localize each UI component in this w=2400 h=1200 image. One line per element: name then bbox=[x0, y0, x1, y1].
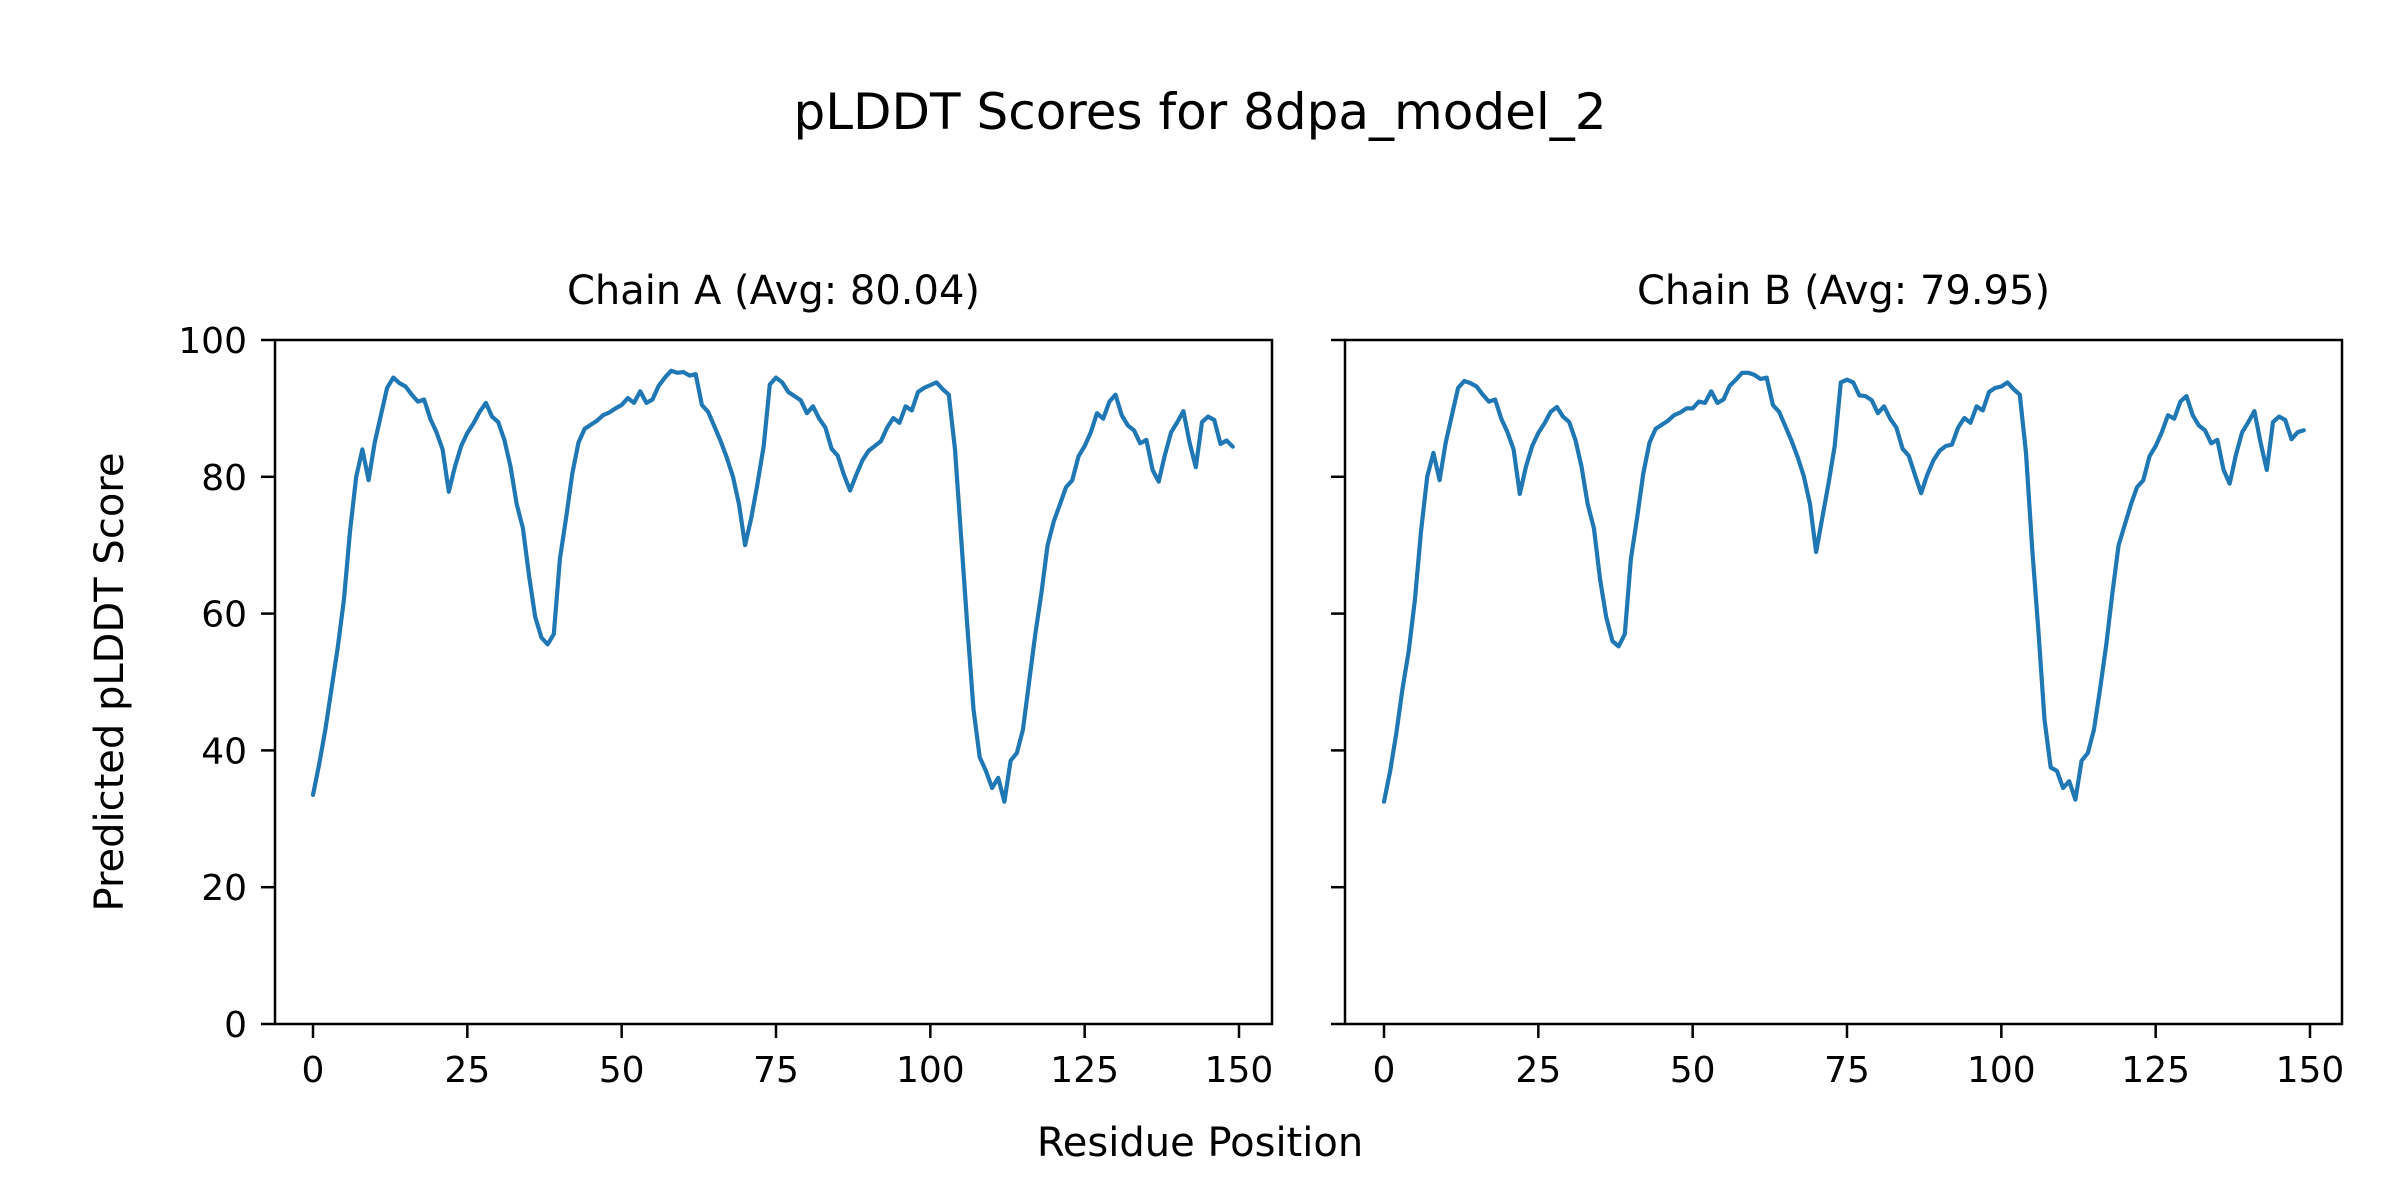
chain-a-y-tick-label: 0 bbox=[224, 1005, 247, 1046]
chain-a-axes-box bbox=[273, 338, 1274, 1026]
chain-a-x-tick-label: 75 bbox=[753, 1050, 799, 1091]
chain-b-axes-box bbox=[1343, 338, 2344, 1026]
chain-a-x-tick-label: 150 bbox=[1205, 1050, 1274, 1091]
chain-b-x-tick-label: 75 bbox=[1824, 1050, 1870, 1091]
chain-a-y-tick-label: 40 bbox=[201, 731, 247, 772]
chain-a-y-tick-label: 100 bbox=[178, 321, 247, 362]
chain-a-title: Chain A (Avg: 80.04) bbox=[566, 268, 981, 314]
figure-title: pLDDT Scores for 8dpa_model_2 bbox=[793, 83, 1607, 141]
chain-a-y-tick-label: 60 bbox=[201, 595, 247, 636]
chain-a-x-tick-label: 125 bbox=[1050, 1050, 1119, 1091]
chain-b-plddt-line bbox=[1381, 370, 2306, 804]
chain-a-y-tick-label: 80 bbox=[201, 458, 247, 499]
chain-a-x-tick-label: 0 bbox=[302, 1050, 325, 1091]
chain-b-x-tick-label: 150 bbox=[2276, 1050, 2345, 1091]
chain-b-x-tick-label: 125 bbox=[2121, 1050, 2190, 1091]
chain-a-x-tick-label: 50 bbox=[599, 1050, 645, 1091]
chain-b-x-tick-label: 25 bbox=[1515, 1050, 1561, 1091]
chain-b-x-tick-label: 100 bbox=[1967, 1050, 2036, 1091]
x-axis-label: Residue Position bbox=[1036, 1120, 1364, 1166]
chain-b-x-tick-label: 0 bbox=[1373, 1050, 1396, 1091]
chain-a-x-tick-label: 100 bbox=[896, 1050, 965, 1091]
chain-b-title: Chain B (Avg: 79.95) bbox=[1636, 268, 2051, 314]
chain-b-x-tick-label: 50 bbox=[1670, 1050, 1716, 1091]
chain-a-y-tick-label: 20 bbox=[201, 868, 247, 909]
chain-a-x-tick-label: 25 bbox=[444, 1050, 490, 1091]
chain-a-plddt-line bbox=[310, 368, 1235, 804]
